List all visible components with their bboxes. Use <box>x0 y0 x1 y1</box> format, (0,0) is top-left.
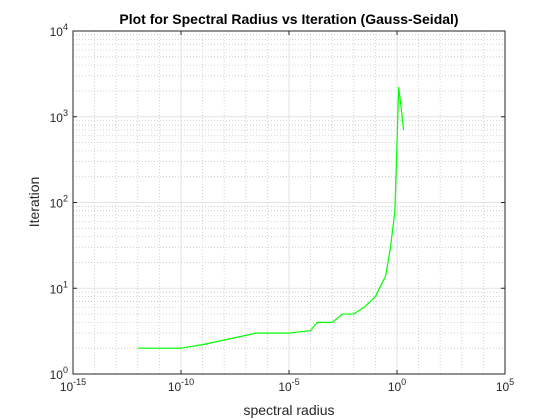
series-layer <box>137 86 405 349</box>
chart-title: Plot for Spectral Radius vs Iteration (G… <box>119 11 458 27</box>
x-tick-label: 10-15 <box>60 377 86 394</box>
y-tick-label: 102 <box>50 194 68 211</box>
y-tick-label: 100 <box>50 365 68 382</box>
x-tick-label: 10-10 <box>168 377 194 394</box>
x-tick-label: 100 <box>388 377 406 394</box>
y-tick-label: 104 <box>50 22 68 39</box>
ticks: 10-15 10-10 10-5 100 105 100 101 102 103 104 <box>50 22 515 394</box>
series-line <box>137 86 405 349</box>
grid <box>72 30 506 375</box>
y-tick-label: 101 <box>50 279 68 296</box>
x-axis-title: spectral radius <box>243 402 334 418</box>
y-tick-label: 103 <box>50 108 68 125</box>
x-tick-label: 10-5 <box>278 377 299 394</box>
y-axis-title: Iteration <box>26 177 42 228</box>
x-tick-label: 105 <box>496 377 514 394</box>
